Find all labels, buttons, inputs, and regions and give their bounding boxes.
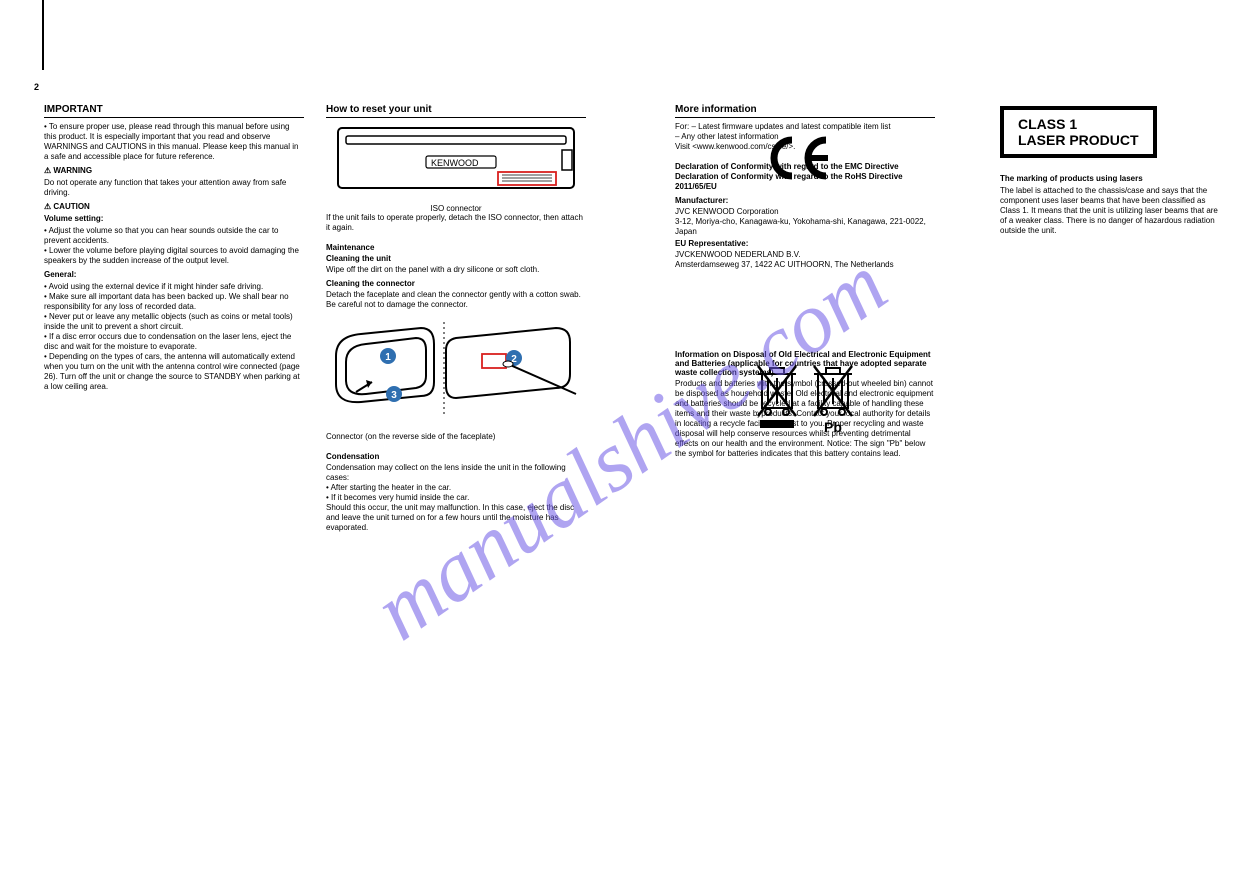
general-body: • Avoid using the external device if it … [44, 282, 304, 392]
volume-body: • Adjust the volume so that you can hear… [44, 226, 304, 266]
caution-heading: ⚠ CAUTION [44, 202, 304, 212]
important-intro: • To ensure proper use, please read thro… [44, 122, 304, 162]
manufacturer-heading: Manufacturer: [675, 196, 935, 205]
clean-unit-heading: Cleaning the unit [326, 254, 586, 263]
reset-note: If the unit fails to operate properly, d… [326, 213, 586, 233]
clean-connector-body: Detach the faceplate and clean the conne… [326, 290, 586, 310]
kenwood-logo-text: KENWOOD [431, 158, 479, 168]
column-reset-maintenance: How to reset your unit KENWOOD ISO conne… [326, 104, 586, 537]
maintenance-heading: Maintenance [326, 243, 586, 252]
reset-unit-diagram: KENWOOD [336, 126, 576, 202]
page-edge-rule [42, 0, 44, 70]
clean-connector-heading: Cleaning the connector [326, 279, 586, 288]
clean-unit-body: Wipe off the dirt on the panel with a dr… [326, 265, 586, 275]
weee-bins-icon: Pb [756, 362, 866, 442]
column-important: IMPORTANT • To ensure proper use, please… [44, 104, 304, 396]
svg-text:1: 1 [385, 352, 391, 363]
page-number: 2 [34, 82, 39, 92]
laser-marking-body: The label is attached to the chassis/cas… [1000, 186, 1220, 236]
volume-heading: Volume setting: [44, 214, 304, 224]
svg-text:3: 3 [391, 390, 397, 401]
pb-label: Pb [824, 419, 842, 435]
section-title-reset: How to reset your unit [326, 104, 586, 118]
clean-connector-diagram: 1 3 2 [326, 316, 586, 426]
manual-page: 2 IMPORTANT • To ensure proper use, plea… [0, 0, 1259, 893]
laser-marking-heading: The marking of products using lasers [1000, 174, 1220, 184]
column-laser-info: The marking of products using lasers The… [1000, 104, 1220, 240]
manufacturer-body: JVC KENWOOD Corporation 3-12, Moriya-cho… [675, 207, 935, 237]
section-title-important: IMPORTANT [44, 104, 304, 118]
eu-rep-heading: EU Representative: [675, 239, 935, 248]
general-heading: General: [44, 270, 304, 280]
condensation-body: Condensation may collect on the lens ins… [326, 463, 586, 533]
section-title-moreinfo: More information [675, 104, 935, 118]
warning-heading: ⚠ WARNING [44, 166, 304, 176]
condensation-heading: Condensation [326, 452, 586, 461]
warning-body: Do not operate any function that takes y… [44, 178, 304, 198]
ce-mark-icon [770, 136, 840, 182]
eu-rep-body: JVCKENWOOD NEDERLAND B.V. Amsterdamseweg… [675, 250, 935, 270]
connector-diagram-caption: Connector (on the reverse side of the fa… [326, 432, 586, 442]
reset-caption: ISO connector [326, 204, 586, 213]
